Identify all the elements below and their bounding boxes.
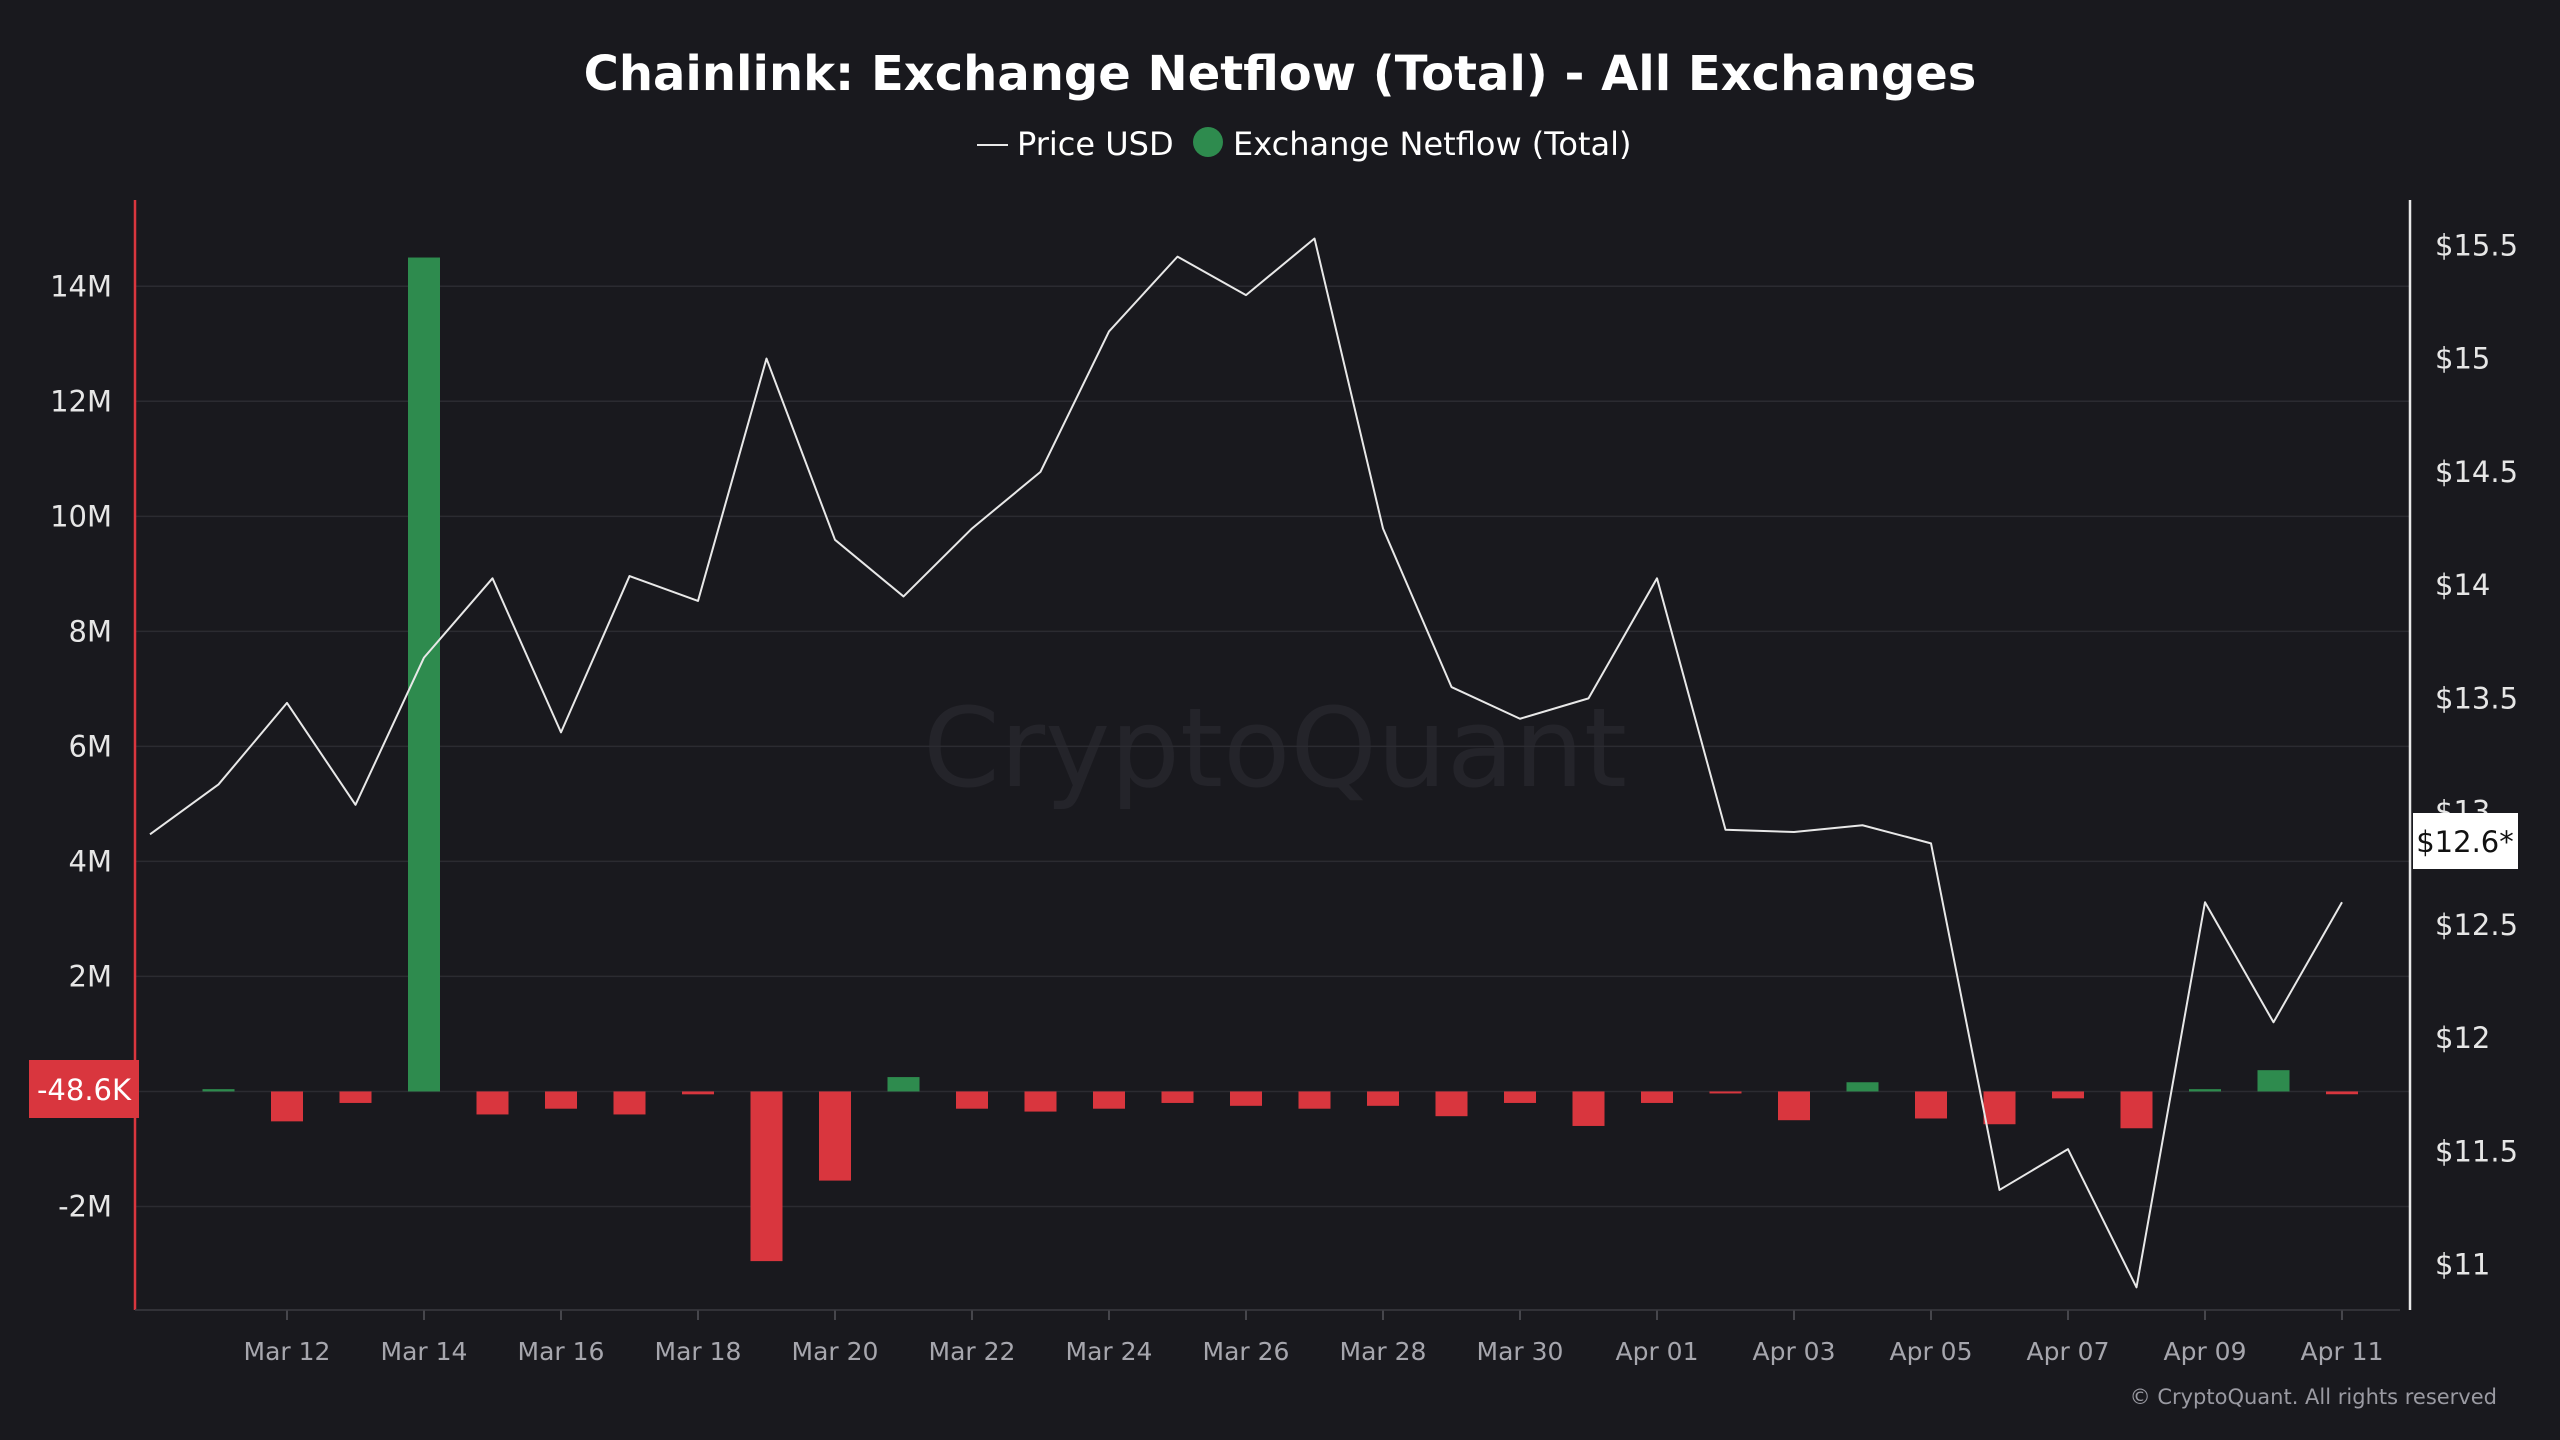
netflow-badge-bg bbox=[29, 1060, 139, 1118]
netflow-legend-label[interactable]: Exchange Netflow (Total) bbox=[1233, 125, 1631, 163]
chart-title: Chainlink: Exchange Netflow (Total) - Al… bbox=[584, 46, 1977, 102]
x-tick-label: Mar 28 bbox=[1340, 1337, 1427, 1366]
netflow-bar bbox=[1504, 1091, 1536, 1103]
netflow-bar bbox=[1641, 1091, 1673, 1103]
netflow-bars bbox=[202, 257, 2358, 1262]
x-tick-label: Mar 12 bbox=[244, 1337, 331, 1366]
x-tick-label: Apr 03 bbox=[1752, 1337, 1835, 1366]
netflow-bar bbox=[339, 1091, 372, 1103]
netflow-bar bbox=[2189, 1089, 2221, 1092]
y-right-tick-label: $14.5 bbox=[2435, 455, 2518, 489]
y-left-tick-label: 10M bbox=[50, 499, 112, 533]
price-line-group bbox=[149, 237, 2343, 1289]
x-tick-label: Mar 16 bbox=[518, 1337, 605, 1366]
netflow-bar bbox=[1024, 1091, 1057, 1112]
x-tick-label: Apr 09 bbox=[2163, 1337, 2246, 1366]
x-tick-label: Apr 11 bbox=[2300, 1337, 2383, 1366]
x-tick-label: Apr 07 bbox=[2026, 1337, 2109, 1366]
x-tick-label: Mar 30 bbox=[1477, 1337, 1564, 1366]
netflow-current-badge: -48.6K bbox=[29, 1060, 139, 1118]
netflow-bar bbox=[2052, 1091, 2084, 1099]
x-tick-label: Mar 20 bbox=[792, 1337, 879, 1366]
y-right-tick-label: $13.5 bbox=[2435, 681, 2518, 715]
netflow-bar bbox=[1709, 1091, 1742, 1094]
netflow-bar bbox=[408, 257, 440, 1092]
netflow-bar bbox=[1572, 1091, 1605, 1126]
netflow-bar bbox=[1093, 1091, 1125, 1109]
netflow-bar bbox=[2257, 1070, 2290, 1092]
x-tick-label: Mar 14 bbox=[381, 1337, 468, 1366]
netflow-bar bbox=[1161, 1091, 1194, 1103]
x-tick-label: Apr 01 bbox=[1615, 1337, 1698, 1366]
price-badge-bg bbox=[2413, 813, 2518, 869]
netflow-bar bbox=[819, 1091, 851, 1181]
copyright-text: © CryptoQuant. All rights reserved bbox=[2130, 1385, 2497, 1409]
y-left-tick-label: 8M bbox=[69, 614, 112, 648]
price-badge-value: $12.6* bbox=[2416, 825, 2514, 859]
netflow-legend-swatch bbox=[1193, 127, 1223, 157]
y-right-tick-label: $12.5 bbox=[2435, 908, 2518, 942]
y-right-tick-label: $11 bbox=[2435, 1248, 2490, 1282]
legend: Price USD Exchange Netflow (Total) bbox=[977, 125, 1631, 163]
y-right-tick-label: $14 bbox=[2435, 568, 2490, 602]
x-tick-label: Mar 26 bbox=[1203, 1337, 1290, 1366]
netflow-bar bbox=[1915, 1091, 1947, 1119]
y-left-tick-label: 2M bbox=[69, 959, 112, 993]
netflow-bar bbox=[1846, 1082, 1879, 1092]
y-right-tick-label: $11.5 bbox=[2435, 1134, 2518, 1168]
tick-labels: -2M2M4M6M8M10M12M14M$11$11.5$12$12.5$13$… bbox=[50, 228, 2518, 1366]
netflow-bar bbox=[1230, 1091, 1262, 1106]
netflow-bar bbox=[1435, 1091, 1468, 1117]
y-right-tick-label: $15.5 bbox=[2435, 228, 2518, 262]
netflow-bar bbox=[271, 1091, 303, 1122]
price-current-badge: $12.6* bbox=[2413, 813, 2518, 869]
x-tick-label: Mar 24 bbox=[1066, 1337, 1153, 1366]
netflow-bar bbox=[750, 1091, 783, 1262]
netflow-bar bbox=[2326, 1091, 2358, 1095]
price-legend-label[interactable]: Price USD bbox=[1017, 125, 1174, 163]
y-left-tick-label: -2M bbox=[58, 1189, 112, 1223]
netflow-bar bbox=[1983, 1091, 2016, 1125]
y-left-tick-label: 4M bbox=[69, 844, 112, 878]
netflow-bar bbox=[202, 1089, 235, 1092]
x-tick-label: Mar 18 bbox=[655, 1337, 742, 1366]
x-tick-label: Apr 05 bbox=[1889, 1337, 1972, 1366]
grid bbox=[135, 285, 2410, 1208]
y-right-tick-label: $15 bbox=[2435, 342, 2490, 376]
watermark: CryptoQuant bbox=[923, 684, 1627, 812]
netflow-bar bbox=[1778, 1091, 1810, 1121]
y-left-tick-label: 14M bbox=[50, 269, 112, 303]
netflow-badge-value: -48.6K bbox=[37, 1073, 132, 1107]
y-left-tick-label: 12M bbox=[50, 384, 112, 418]
y-right-tick-label: $12 bbox=[2435, 1021, 2490, 1055]
netflow-bar bbox=[2120, 1091, 2153, 1129]
netflow-bar bbox=[613, 1091, 646, 1115]
price-line bbox=[149, 237, 2343, 1289]
netflow-bar bbox=[887, 1077, 920, 1092]
netflow-bar bbox=[1367, 1091, 1399, 1106]
x-tick-label: Mar 22 bbox=[929, 1337, 1016, 1366]
netflow-bar bbox=[476, 1091, 509, 1115]
netflow-bar bbox=[1298, 1091, 1331, 1109]
netflow-bar bbox=[545, 1091, 577, 1109]
netflow-bar bbox=[682, 1091, 714, 1095]
y-left-tick-label: 6M bbox=[69, 729, 112, 763]
axes bbox=[133, 200, 2412, 1320]
netflow-bar bbox=[956, 1091, 988, 1109]
